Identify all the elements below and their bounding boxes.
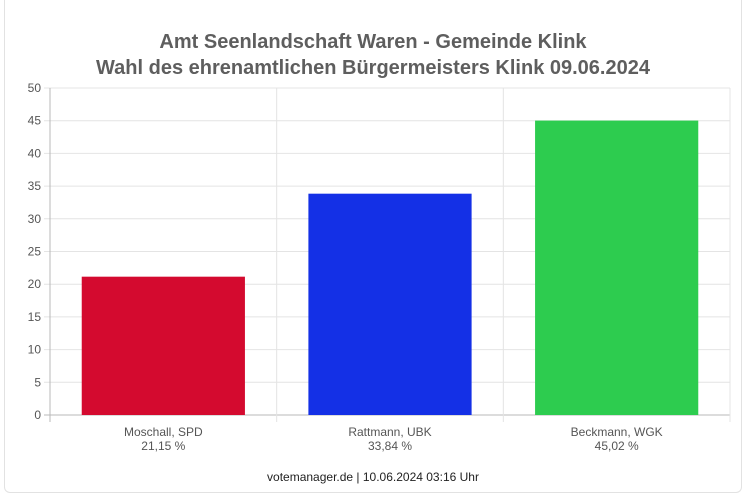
x-value-label: 21,15 % [141, 439, 185, 453]
y-tick-label: 20 [28, 277, 42, 291]
chart-frame [4, 0, 742, 493]
x-category-label: Rattmann, UBK [348, 425, 431, 439]
chart-subtitle: Wahl des ehrenamtlichen Bürgermeisters K… [96, 57, 651, 79]
y-tick-label: 40 [28, 146, 42, 160]
y-tick-label: 35 [28, 179, 42, 193]
chart-title: Amt Seenlandschaft Waren - Gemeinde Klin… [159, 31, 587, 53]
x-category-label: Moschall, SPD [124, 425, 203, 439]
y-tick-label: 30 [28, 212, 42, 226]
bar [535, 120, 699, 415]
y-tick-label: 25 [28, 245, 42, 259]
y-tick-label: 45 [28, 114, 42, 128]
x-value-label: 45,02 % [595, 439, 639, 453]
y-tick-label: 50 [28, 81, 42, 95]
x-value-label: 33,84 % [368, 439, 412, 453]
x-category-label: Beckmann, WGK [571, 425, 663, 439]
y-tick-label: 15 [28, 310, 42, 324]
bars [81, 120, 699, 415]
y-tick-label: 5 [34, 375, 41, 389]
y-tick-label: 0 [34, 408, 41, 422]
bar [81, 276, 245, 415]
y-tick-label: 10 [28, 343, 42, 357]
footer-text: votemanager.de | 10.06.2024 03:16 Uhr [267, 470, 479, 484]
bar [308, 193, 472, 415]
